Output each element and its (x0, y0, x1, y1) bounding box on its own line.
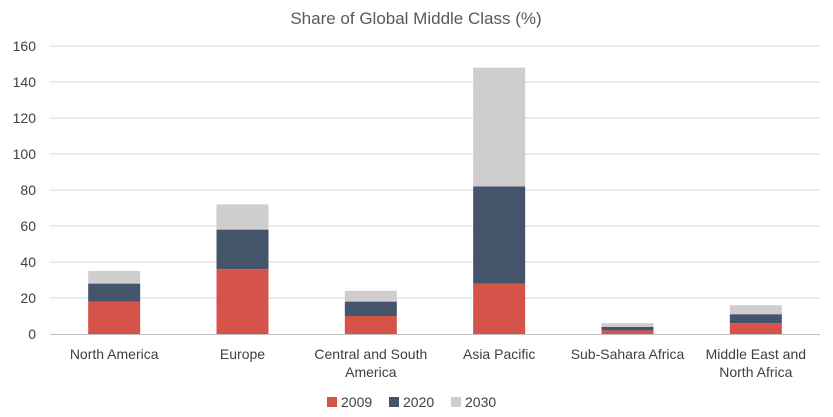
bar-segment-2009 (88, 301, 141, 334)
legend-label: 2009 (341, 394, 372, 410)
x-category-label: Europe (220, 346, 265, 362)
x-category-label: North America (70, 346, 159, 362)
y-tick-label: 140 (13, 74, 37, 90)
y-tick-label: 80 (20, 182, 36, 198)
y-tick-label: 160 (13, 38, 37, 54)
y-axis-ticks: 0 20 40 60 80 100 120 140 160 (13, 38, 37, 342)
y-tick-label: 60 (20, 218, 36, 234)
bar-segment-2009 (473, 283, 526, 334)
x-category-label-line: North America (70, 346, 159, 362)
legend-label: 2030 (465, 394, 496, 410)
x-category-label: Middle East and North Africa (706, 346, 806, 380)
bar-segment-2020 (601, 326, 654, 331)
bar-segment-2020 (729, 314, 782, 324)
x-category-label-line: Europe (220, 346, 265, 362)
x-category-label: Central and South America (314, 346, 427, 380)
x-category-label-line: America (345, 364, 397, 380)
y-tick-label: 120 (13, 110, 37, 126)
y-tick-label: 40 (20, 254, 36, 270)
bar-segment-2030 (88, 271, 141, 284)
bar-segment-2020 (473, 186, 526, 284)
x-category-label-line: Middle East and (706, 346, 806, 362)
bar-segment-2009 (601, 330, 654, 334)
y-tick-label: 100 (13, 146, 37, 162)
x-category-label: Sub-Sahara Africa (571, 346, 685, 362)
x-category-label-line: North Africa (719, 364, 792, 380)
bar-segment-2009 (344, 316, 397, 334)
y-tick-label: 0 (28, 326, 36, 342)
y-tick-label: 20 (20, 290, 36, 306)
bar-segment-2030 (601, 323, 654, 327)
chart-title: Share of Global Middle Class (%) (290, 9, 541, 28)
bars (88, 67, 782, 334)
bar-segment-2030 (473, 67, 526, 187)
x-category-label: Asia Pacific (463, 346, 535, 362)
bar-segment-2020 (216, 229, 269, 270)
legend-label: 2020 (403, 394, 434, 410)
bar-segment-2020 (344, 301, 397, 316)
legend-swatch-2020 (389, 397, 399, 407)
gridlines (50, 45, 820, 299)
bar-segment-2030 (344, 290, 397, 302)
x-category-label-line: Asia Pacific (463, 346, 535, 362)
x-category-label-line: Central and South (314, 346, 427, 362)
legend: 2009 2020 2030 (327, 394, 496, 410)
bar-segment-2009 (216, 269, 269, 334)
x-axis-categories: North America Europe Central and South Amer… (70, 346, 806, 380)
legend-swatch-2009 (327, 397, 337, 407)
x-category-label-line: Sub-Sahara Africa (571, 346, 685, 362)
bar-segment-2030 (216, 204, 269, 230)
bar-segment-2030 (729, 305, 782, 315)
bar-segment-2020 (88, 283, 141, 302)
bar-segment-2009 (729, 323, 782, 334)
legend-swatch-2030 (451, 397, 461, 407)
